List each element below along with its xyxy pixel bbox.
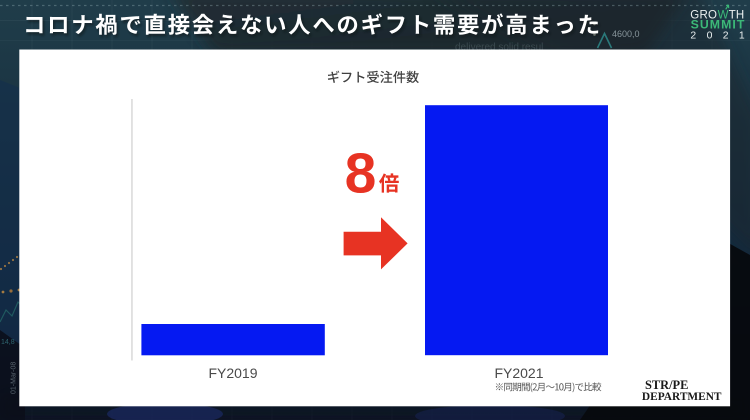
svg-text:8: 8 (345, 141, 377, 205)
svg-text:FY2019: FY2019 (208, 365, 257, 381)
svg-text:DEPARTMENT: DEPARTMENT (642, 390, 722, 403)
svg-text:FY2021: FY2021 (494, 365, 543, 381)
svg-text:W: W (718, 9, 729, 21)
svg-text:GRO: GRO (690, 9, 717, 21)
svg-text:01-Mar-08: 01-Mar-08 (11, 362, 18, 394)
svg-text:STR/PE: STR/PE (645, 378, 688, 392)
svg-text:14,8: 14,8 (1, 339, 15, 346)
svg-text:2021: 2021 (690, 31, 750, 42)
svg-text:TH: TH (729, 9, 744, 21)
svg-text:delivered solid resul: delivered solid resul (455, 42, 543, 53)
svg-text:SUMMIT: SUMMIT (691, 17, 746, 31)
svg-text:4600,0: 4600,0 (612, 29, 640, 39)
